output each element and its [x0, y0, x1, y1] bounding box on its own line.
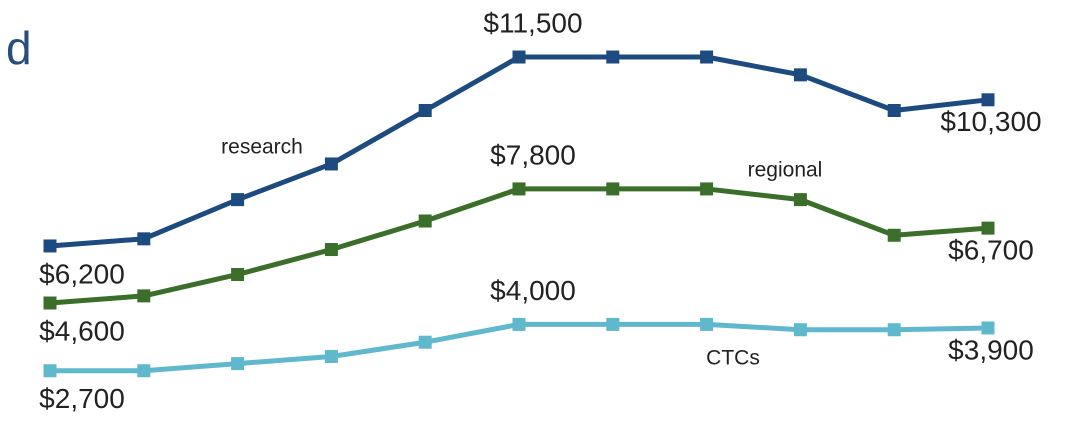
point-marker — [43, 296, 57, 310]
series-label: regional — [748, 159, 823, 182]
point-marker — [981, 221, 995, 235]
point-marker — [418, 103, 432, 117]
data-label: $4,600 — [39, 315, 125, 346]
point-marker — [793, 323, 807, 337]
point-marker — [418, 335, 432, 349]
point-marker — [700, 50, 714, 64]
point-marker — [981, 321, 995, 335]
point-marker — [231, 357, 245, 371]
point-marker — [512, 50, 526, 64]
point-marker — [324, 157, 338, 171]
point-marker — [793, 193, 807, 207]
point-marker — [887, 228, 901, 242]
point-marker — [793, 68, 807, 82]
point-marker — [418, 214, 432, 228]
point-marker — [887, 323, 901, 337]
series-line — [50, 321, 989, 374]
point-marker — [137, 289, 151, 303]
point-marker — [43, 364, 57, 378]
data-label: $10,300 — [940, 106, 1041, 137]
point-marker — [700, 182, 714, 196]
point-marker — [512, 317, 526, 331]
data-label: $2,700 — [39, 383, 125, 414]
point-marker — [137, 232, 151, 246]
point-marker — [606, 182, 620, 196]
point-marker — [606, 317, 620, 331]
point-marker — [700, 317, 714, 331]
point-marker — [137, 364, 151, 378]
point-marker — [43, 239, 57, 253]
point-marker — [512, 182, 526, 196]
data-label: $3,900 — [948, 334, 1034, 365]
point-marker — [887, 103, 901, 117]
series-label: research — [221, 136, 303, 159]
point-marker — [324, 349, 338, 363]
point-marker — [324, 243, 338, 257]
data-label: $6,200 — [39, 258, 125, 289]
data-label: $4,000 — [490, 275, 576, 306]
series-label: CTCs — [706, 347, 760, 370]
point-marker — [981, 93, 995, 107]
chart-title: d — [6, 22, 32, 74]
point-marker — [231, 267, 245, 281]
point-marker — [231, 193, 245, 207]
point-marker — [606, 50, 620, 64]
data-label: $11,500 — [483, 7, 582, 38]
data-label: $6,700 — [948, 235, 1034, 266]
data-label: $7,800 — [490, 139, 576, 170]
